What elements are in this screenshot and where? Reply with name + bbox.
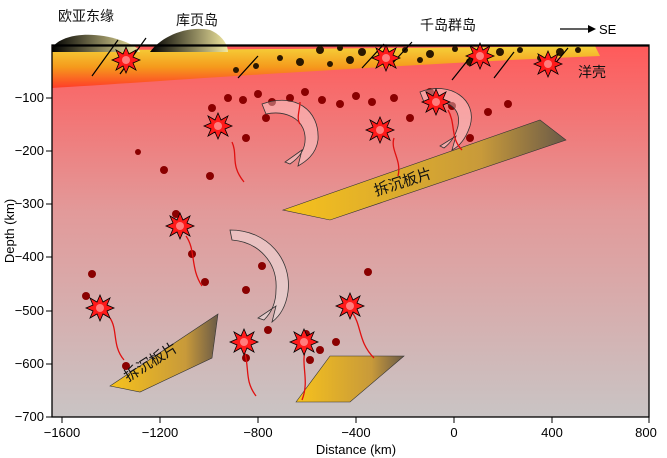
lower-left-slab [109,313,219,393]
x-tick-n1600: −1600 [44,425,81,440]
y-tick-600: −600 [15,356,44,371]
region-kuril: 千岛群岛 [420,18,476,34]
y-tick-500: −500 [15,303,44,318]
x-tick-n400: −400 [341,425,370,440]
y-tick-300: −300 [15,196,44,211]
x-tick-0: 0 [450,425,457,440]
mantle-body [52,45,649,417]
direction-label: SE [599,22,617,37]
x-tick-400: 400 [541,425,563,440]
x-tick-800: 800 [635,425,657,440]
region-eurasia: 欧亚东缘 [58,9,114,25]
x-tick-n800: −800 [243,425,272,440]
x-axis [61,417,650,423]
sakhalin-landmass [150,28,228,52]
upper-slab [281,119,567,221]
oceanic-crust [52,46,600,88]
y-axis-label: Depth (km) [2,199,17,263]
y-axis [46,97,52,418]
right-arrow-icon [560,25,596,33]
lower-right-slab [295,355,405,403]
y-tick-400: −400 [15,249,44,264]
region-sakhalin: 库页岛 [176,13,218,29]
plot-frame [51,44,650,418]
y-tick-700: −700 [15,409,44,424]
eurasia-landmass [52,34,140,52]
y-tick-100: −100 [15,90,44,105]
x-axis-label: Distance (km) [316,442,396,457]
y-tick-200: −200 [15,143,44,158]
x-tick-n1200: −1200 [142,425,179,440]
crust-label: 洋壳 [578,64,606,81]
